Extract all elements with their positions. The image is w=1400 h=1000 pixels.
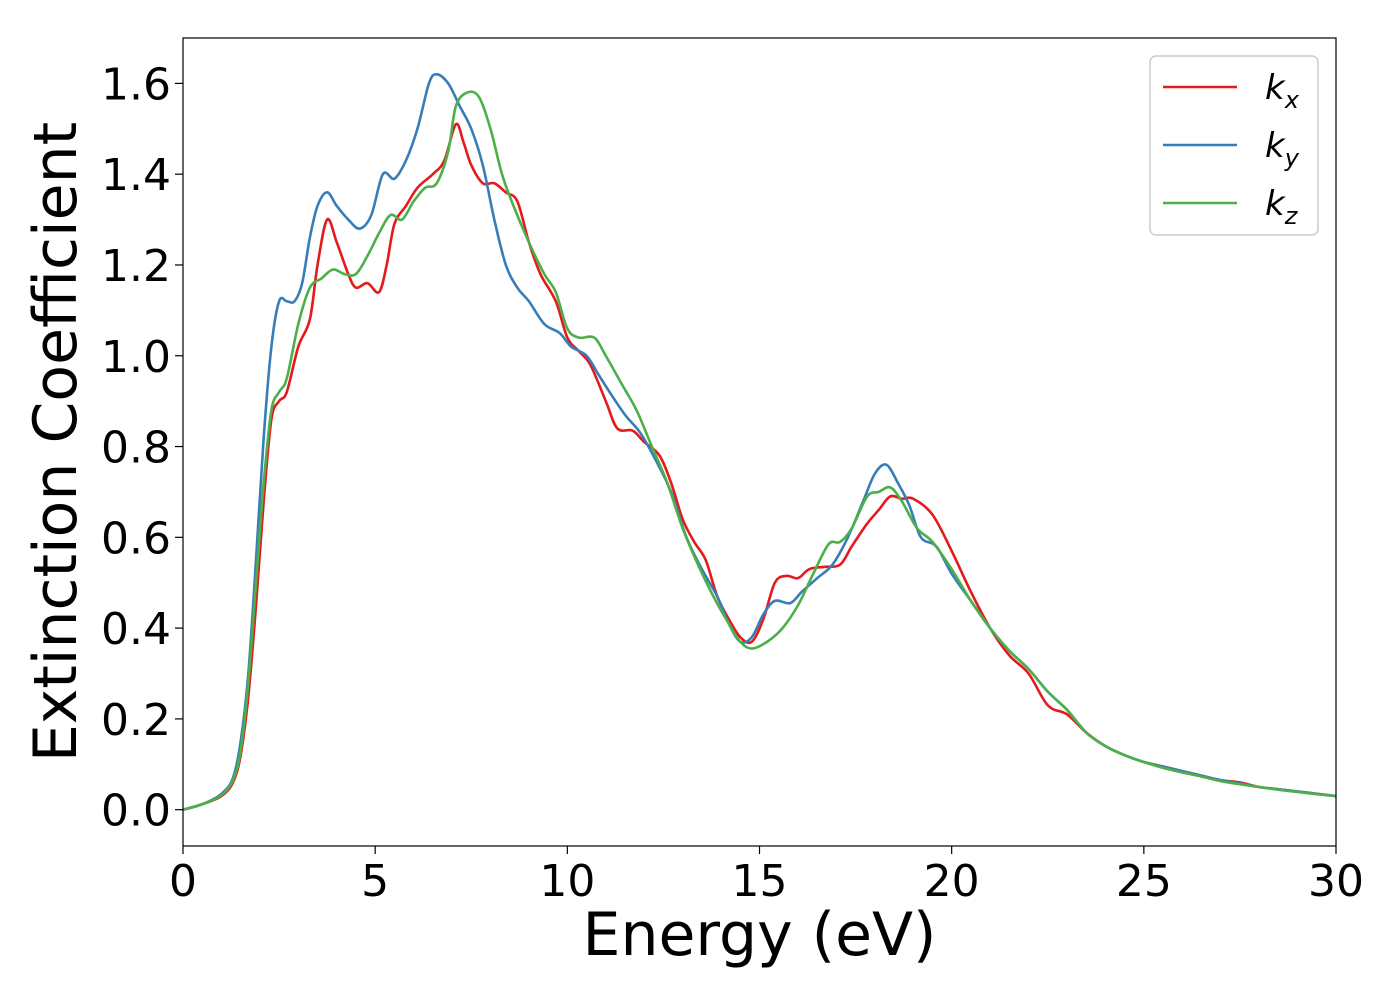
- y-tick-label: 1.6: [101, 59, 171, 110]
- x-tick-label: 20: [924, 856, 980, 907]
- legend-label-kx: kx: [1265, 68, 1300, 114]
- y-axis: 0.0 0.2 0.4 0.6 0.8 1.0 1.2 1.4 1.6: [101, 59, 183, 837]
- y-tick-label: 0.4: [101, 604, 171, 655]
- y-tick-label: 1.2: [101, 241, 171, 292]
- series-line-kz: [183, 90, 1336, 811]
- legend-label-kz: kz: [1265, 184, 1299, 230]
- y-tick-label: 1.0: [101, 332, 171, 383]
- y-tick-label: 0.2: [101, 695, 171, 746]
- y-axis-label: Extinction Coefficient: [21, 122, 91, 762]
- x-axis-label: Energy (eV): [583, 900, 937, 970]
- series-layer: [183, 73, 1336, 811]
- y-tick-label: 1.4: [101, 150, 171, 201]
- x-tick-label: 30: [1308, 856, 1364, 907]
- legend: kx ky kz: [1149, 55, 1319, 236]
- x-tick-label: 25: [1116, 856, 1172, 907]
- y-tick-label: 0.0: [101, 786, 171, 837]
- x-tick-label: 5: [361, 856, 389, 907]
- x-tick-label: 15: [732, 856, 788, 907]
- y-tick-label: 0.6: [101, 513, 171, 564]
- y-tick-label: 0.8: [101, 423, 171, 474]
- x-tick-label: 0: [169, 856, 197, 907]
- x-axis: 0 5 10 15 20 25 30: [169, 846, 1364, 907]
- x-tick-label: 10: [539, 856, 595, 907]
- legend-label-ky: ky: [1265, 126, 1300, 172]
